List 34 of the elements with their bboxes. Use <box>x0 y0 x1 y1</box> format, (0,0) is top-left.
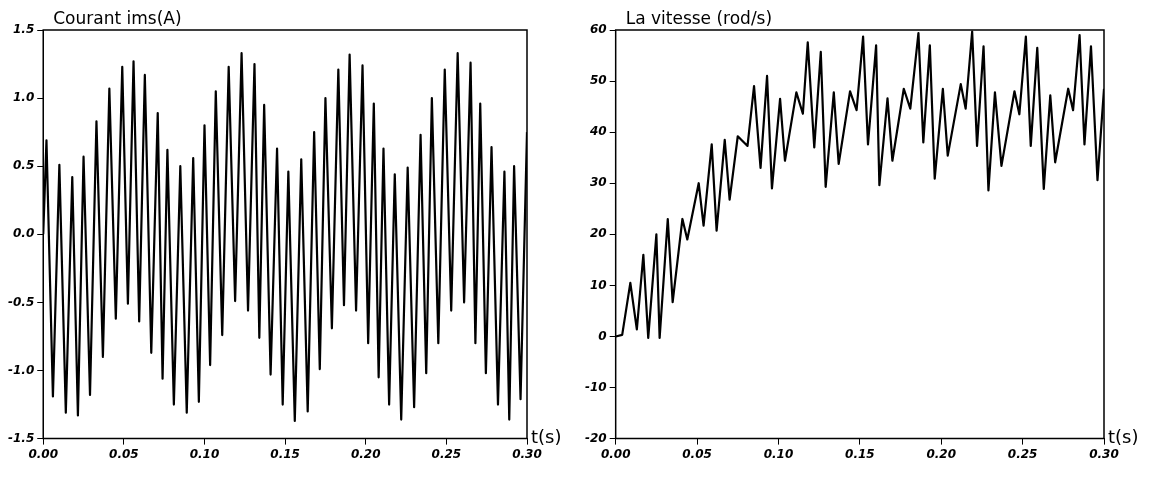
y-tick-label: 1.5 <box>12 22 35 37</box>
x-tick-label: 0.10 <box>763 446 794 461</box>
y-tick-label: 20 <box>589 226 607 241</box>
y-tick-label: -1.0 <box>7 362 35 377</box>
y-tick-label: -1.5 <box>7 430 35 445</box>
x-tick-label: 0.00 <box>28 446 59 461</box>
x-tick-label: 0.15 <box>270 446 300 461</box>
x-tick-label: 0.00 <box>600 446 631 461</box>
chart-title: Courant ims(A) <box>53 7 182 28</box>
x-tick-label: 0.05 <box>109 446 139 461</box>
x-tick-label: 0.30 <box>1089 446 1119 461</box>
y-tick-label: 30 <box>589 175 607 190</box>
x-tick-label: 0.15 <box>845 446 875 461</box>
y-tick-label: 60 <box>589 22 607 37</box>
x-tick-label: 0.25 <box>1007 446 1038 461</box>
y-tick-label: 0.0 <box>12 226 35 241</box>
x-tick-label: 0.25 <box>431 446 462 461</box>
y-tick-label: 50 <box>589 73 607 88</box>
x-tick-label: 0.20 <box>926 446 957 461</box>
x-tick-label: 0.05 <box>682 446 712 461</box>
x-axis-title: t(s) <box>1108 426 1139 448</box>
y-tick-label: 40 <box>588 124 607 139</box>
y-tick-label: 10 <box>589 277 607 292</box>
x-tick-label: 0.10 <box>189 446 220 461</box>
x-axis-title: t(s) <box>531 426 562 448</box>
y-tick-label: 0 <box>598 328 607 343</box>
x-tick-label: 0.30 <box>512 446 542 461</box>
y-tick-label: 1.0 <box>12 90 35 105</box>
chart-title: La vitesse (rod/s) <box>625 7 773 28</box>
y-tick-label: 0.5 <box>12 158 35 173</box>
y-tick-label: -20 <box>584 430 607 445</box>
y-tick-label: -0.5 <box>7 294 35 309</box>
x-tick-label: 0.20 <box>350 446 381 461</box>
y-tick-label: -10 <box>584 379 607 394</box>
